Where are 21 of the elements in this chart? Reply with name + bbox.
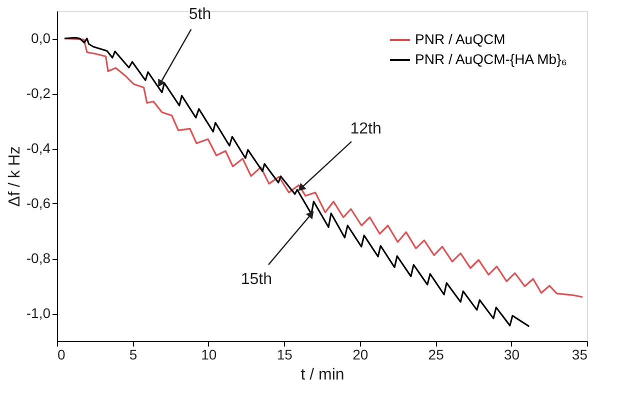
x-tick-label: 25	[428, 346, 444, 362]
legend-label: PNR / AuQCM	[415, 31, 506, 47]
y-tick-label: -0,4	[26, 140, 51, 156]
x-tick-label: 5	[129, 346, 138, 362]
x-tick-label: 10	[201, 346, 217, 362]
y-tick-label: -0,2	[26, 85, 51, 101]
legend-label: PNR / AuQCM-{HA Mb}₆	[415, 51, 567, 67]
y-tick-label: -0,6	[26, 195, 51, 211]
annotation: 15th	[240, 270, 272, 288]
y-tick-label: -0,8	[26, 250, 51, 266]
x-tick-label: 20	[352, 346, 368, 362]
y-axis-title: Δf / k Hz	[6, 146, 24, 207]
x-tick-label: 0	[58, 346, 66, 362]
annotation: 12th	[350, 120, 382, 138]
x-tick-label: 35	[572, 346, 588, 362]
x-axis-title: t / min	[300, 366, 344, 384]
x-tick-label: 30	[504, 346, 520, 362]
annotation: 5th	[188, 6, 212, 23]
y-tick-label: 0,0	[31, 30, 51, 46]
x-tick-label: 15	[276, 346, 293, 362]
y-tick-label: -1,0	[26, 305, 51, 321]
